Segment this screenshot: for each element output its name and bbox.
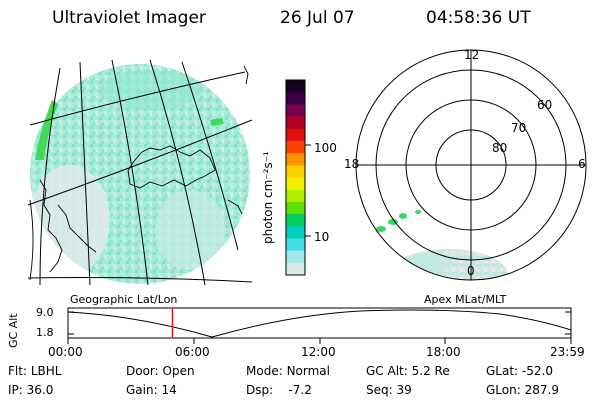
mlt-label-18: 18 [344, 157, 360, 171]
right-panel-caption: Apex MLat/MLT [424, 293, 507, 306]
geographic-image [27, 59, 253, 286]
colorbar-swatch [286, 104, 305, 118]
xtick-1800: 18:00 [426, 345, 461, 359]
mlt-label-6: 6 [578, 157, 586, 171]
colorbar-swatch [286, 262, 305, 276]
colorbar-tick-10: 10 [314, 230, 330, 244]
colorbar-swatch [286, 116, 305, 130]
mlat-label-60: 60 [537, 98, 553, 112]
status-gc-alt: GC Alt: 5.2 Re [366, 364, 450, 378]
colorbar-swatch [286, 140, 305, 154]
colorbar-tick-100: 100 [314, 141, 337, 155]
colorbar-swatch [286, 177, 305, 191]
colorbar-unit: photon cm⁻²s⁻¹ [261, 151, 275, 244]
mlt-label-0: 0 [467, 264, 475, 278]
polar-plot [355, 49, 587, 281]
mlat-label-70: 70 [511, 121, 527, 135]
status-flt: Flt: LBHL [8, 364, 62, 378]
instrument-title: Ultraviolet Imager [52, 8, 206, 28]
altitude-ytick-max: 9.0 [36, 306, 54, 319]
colorbar-swatch [286, 226, 305, 239]
colorbar-swatch [286, 250, 305, 264]
status-seq: Seq: 39 [366, 383, 412, 397]
colorbar-swatch [286, 153, 305, 166]
mlat-label-80: 80 [492, 141, 508, 155]
status-door: Door: Open [126, 364, 195, 378]
altitude-plot [67, 307, 572, 344]
colorbar-swatch [286, 214, 305, 227]
altitude-ylabel: GC Alt [7, 313, 20, 348]
status-ip: IP: 36.0 [8, 383, 54, 397]
status-mode: Mode: Normal [246, 364, 330, 378]
colorbar-swatch [286, 80, 305, 93]
status-gain: Gain: 14 [126, 383, 177, 397]
time-label: 04:58:36 UT [426, 8, 531, 28]
colorbar-frame [285, 79, 306, 276]
xtick-2359: 23:59 [550, 345, 585, 359]
status-glat: GLat: -52.0 [486, 364, 553, 378]
xtick-0600: 06:00 [175, 345, 210, 359]
colorbar-swatch [286, 128, 305, 142]
mlt-label-12: 12 [464, 48, 480, 62]
xtick-0000: 00:00 [48, 345, 83, 359]
colorbar-swatch [286, 189, 305, 203]
xtick-1200: 12:00 [301, 345, 336, 359]
colorbar [285, 79, 311, 276]
left-panel-caption: Geographic Lat/Lon [70, 293, 178, 306]
status-glon: GLon: 287.9 [486, 383, 559, 397]
date-label: 26 Jul 07 [280, 8, 355, 28]
colorbar-swatch [286, 201, 305, 215]
colorbar-swatch [286, 238, 305, 252]
status-dsp: Dsp: -7.2 [246, 383, 312, 397]
altitude-ytick-min: 1.8 [36, 326, 54, 339]
colorbar-swatch [286, 92, 305, 105]
colorbar-swatch [286, 165, 305, 178]
